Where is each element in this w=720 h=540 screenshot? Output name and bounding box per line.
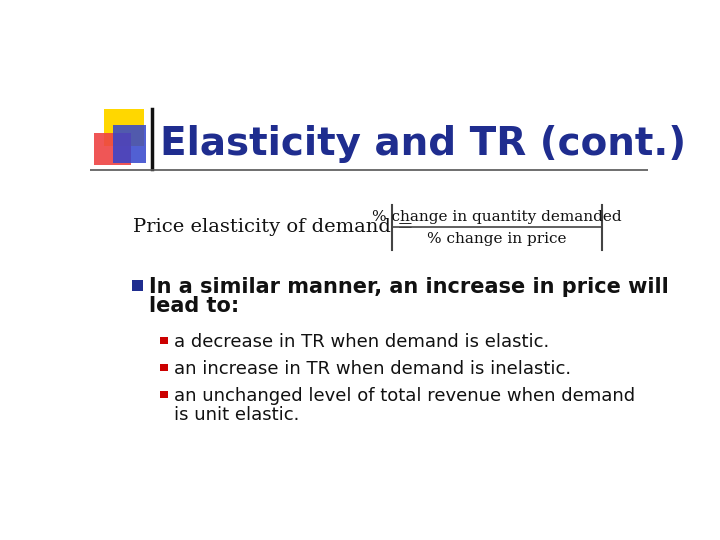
Bar xyxy=(132,280,143,291)
Text: Price elasticity of demand =: Price elasticity of demand = xyxy=(132,218,413,235)
Bar xyxy=(94,132,131,165)
Text: lead to:: lead to: xyxy=(149,296,239,316)
Text: Elasticity and TR (cont.): Elasticity and TR (cont.) xyxy=(160,125,686,163)
Text: % change in price: % change in price xyxy=(427,232,567,246)
Bar xyxy=(160,363,168,372)
Text: a decrease in TR when demand is elastic.: a decrease in TR when demand is elastic. xyxy=(174,333,549,351)
Text: an increase in TR when demand is inelastic.: an increase in TR when demand is inelast… xyxy=(174,360,571,378)
Text: In a similar manner, an increase in price will: In a similar manner, an increase in pric… xyxy=(149,276,669,296)
Bar xyxy=(113,125,145,164)
Bar xyxy=(160,336,168,345)
Text: is unit elastic.: is unit elastic. xyxy=(174,406,299,424)
Text: % change in quantity demanded: % change in quantity demanded xyxy=(372,210,621,224)
Bar xyxy=(104,110,144,146)
Text: an unchanged level of total revenue when demand: an unchanged level of total revenue when… xyxy=(174,387,635,405)
Bar xyxy=(160,390,168,398)
